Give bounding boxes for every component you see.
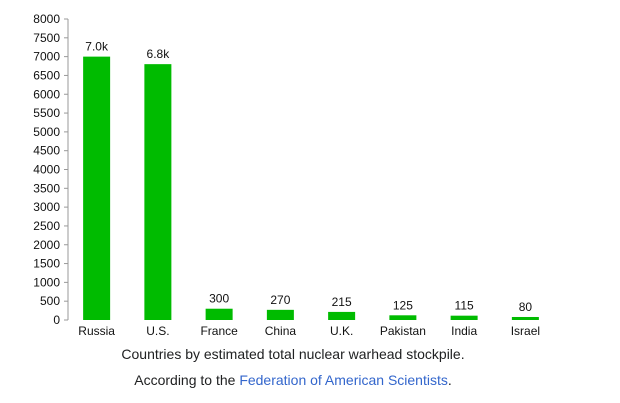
bar	[83, 56, 111, 320]
x-tick-label: U.S.	[146, 324, 169, 338]
x-tick-label: Pakistan	[380, 324, 426, 338]
bar-value-label: 300	[209, 292, 229, 306]
bar-value-label: 215	[332, 295, 352, 309]
y-tick-label: 1500	[33, 257, 60, 271]
bar	[450, 315, 478, 320]
y-tick-label: 4500	[33, 144, 60, 158]
bar-value-label: 270	[270, 293, 290, 307]
bar-value-label: 7.0k	[85, 40, 109, 54]
bar-value-label: 80	[519, 300, 533, 314]
data-labels: 7.0k 6.8k 300 270 215 125 115 80	[85, 40, 532, 314]
caption-suffix: .	[447, 372, 452, 388]
bar-chart: 0 500 1000 1500 2000 2500 3000 3500 4000 4500 5000…	[33, 12, 540, 338]
bar	[266, 309, 294, 320]
bar	[511, 316, 539, 320]
bar	[205, 308, 233, 320]
bar-value-label: 125	[393, 298, 413, 312]
bar	[389, 315, 417, 320]
y-tick-label: 5500	[33, 106, 60, 120]
caption-text: Countries by estimated total nuclear war…	[121, 346, 465, 362]
y-axis: 0 500 1000 1500 2000 2500 3000 3500 4000 4500 5000…	[33, 12, 69, 327]
x-tick-label: China	[265, 324, 297, 338]
y-tick-label: 5000	[33, 125, 60, 139]
x-tick-label: France	[200, 324, 238, 338]
x-tick-label: Israel	[511, 324, 540, 338]
bar	[144, 64, 172, 321]
y-tick-label: 4000	[33, 163, 60, 177]
fas-link[interactable]: Federation of American Scientists	[239, 372, 448, 388]
y-tick-label: 3000	[33, 200, 60, 214]
chart-caption-line1: Countries by estimated total nuclear war…	[0, 346, 586, 362]
caption-prefix: According to the	[134, 372, 240, 388]
y-tick-label: 6500	[33, 68, 60, 82]
y-tick-label: 1000	[33, 275, 60, 289]
y-tick-label: 7500	[33, 31, 60, 45]
bar-value-label: 6.8k	[147, 47, 171, 61]
x-tick-label: Russia	[78, 324, 115, 338]
bar	[328, 311, 356, 320]
y-tick-label: 0	[53, 313, 60, 327]
y-tick-label: 500	[40, 294, 60, 308]
bars	[83, 56, 539, 321]
x-tick-label: India	[451, 324, 477, 338]
chart-caption-line2: According to the Federation of American …	[0, 372, 586, 388]
y-tick-label: 3500	[33, 181, 60, 195]
y-tick-label: 6000	[33, 87, 60, 101]
x-axis: Russia U.S. France China U.K. Pakistan India Is…	[78, 324, 540, 338]
y-tick-label: 8000	[33, 12, 60, 26]
y-tick-label: 7000	[33, 50, 60, 64]
bar-value-label: 115	[455, 299, 474, 313]
y-tick-label: 2000	[33, 238, 60, 252]
x-tick-label: U.K.	[330, 324, 353, 338]
y-tick-label: 2500	[33, 219, 60, 233]
